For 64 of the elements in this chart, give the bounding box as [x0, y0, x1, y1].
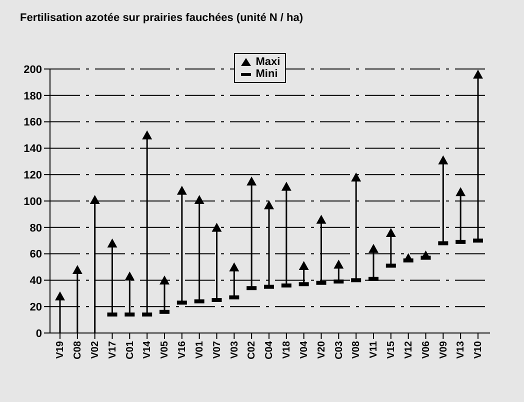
- x-tick-label: V08: [351, 340, 362, 359]
- point: [351, 172, 362, 182]
- point: [316, 214, 326, 224]
- point: [55, 291, 65, 300]
- point: [72, 264, 82, 274]
- y-tick-label: 140: [24, 143, 42, 156]
- point: [298, 261, 309, 270]
- x-tick-label: V07: [212, 340, 223, 359]
- x-tick-label: V06: [420, 340, 432, 359]
- legend-label: Mini: [256, 68, 278, 80]
- point: [438, 155, 448, 164]
- x-tick-label: V18: [282, 340, 293, 359]
- point: [281, 182, 292, 191]
- y-tick-label: 0: [36, 328, 42, 340]
- x-tick-label: V14: [142, 340, 154, 359]
- x-tick-label: C08: [72, 340, 84, 360]
- point: [334, 260, 344, 269]
- x-tick-label: V19: [55, 340, 66, 359]
- point: [194, 195, 204, 204]
- point: [420, 250, 431, 260]
- x-tick-label: C03: [334, 340, 345, 360]
- y-tick-label: 60: [30, 248, 42, 261]
- y-tick-label: 120: [24, 170, 42, 182]
- y-tick-label: 100: [24, 196, 42, 208]
- x-tick-label: C01: [124, 340, 136, 360]
- legend-label: Maxi: [256, 56, 280, 68]
- chart-title: Fertilisation azotée sur prairies fauchées (unité N / ha): [20, 12, 304, 24]
- x-tick-label: C02: [246, 340, 258, 360]
- x-tick-label: C04: [264, 340, 276, 360]
- point: [368, 244, 378, 253]
- point: [386, 228, 396, 237]
- point: [124, 272, 135, 281]
- point: [212, 222, 222, 232]
- x-tick-label: V10: [473, 340, 484, 359]
- point: [456, 187, 466, 196]
- point: [176, 186, 187, 195]
- x-tick-label: V17: [107, 340, 118, 359]
- y-tick-label: 80: [30, 222, 42, 234]
- y-tick-label: 160: [24, 116, 42, 129]
- point: [107, 238, 118, 248]
- x-tick-label: V05: [160, 340, 171, 359]
- x-tick-label: V02: [90, 340, 101, 359]
- x-tick-label: V15: [386, 340, 398, 359]
- x-tick-label: V16: [177, 340, 188, 359]
- x-tick-label: V13: [456, 340, 467, 359]
- y-tick-label: 180: [24, 90, 42, 102]
- y-tick-label: 20: [30, 302, 42, 314]
- point: [90, 195, 100, 204]
- x-tick-label: V12: [403, 340, 414, 359]
- x-tick-label: V20: [316, 340, 328, 359]
- point: [246, 176, 257, 186]
- point: [403, 253, 414, 262]
- x-tick-label: V01: [194, 340, 206, 359]
- x-tick-label: V03: [229, 340, 240, 359]
- x-tick-label: V04: [298, 340, 310, 359]
- point: [160, 276, 170, 285]
- point: [473, 70, 483, 79]
- y-tick-label: 40: [30, 275, 42, 288]
- x-tick-label: V11: [368, 340, 380, 358]
- y-tick-label: 200: [24, 64, 42, 76]
- point: [142, 130, 152, 140]
- point: [264, 200, 274, 210]
- point: [229, 262, 240, 272]
- x-tick-label: V09: [438, 340, 450, 359]
